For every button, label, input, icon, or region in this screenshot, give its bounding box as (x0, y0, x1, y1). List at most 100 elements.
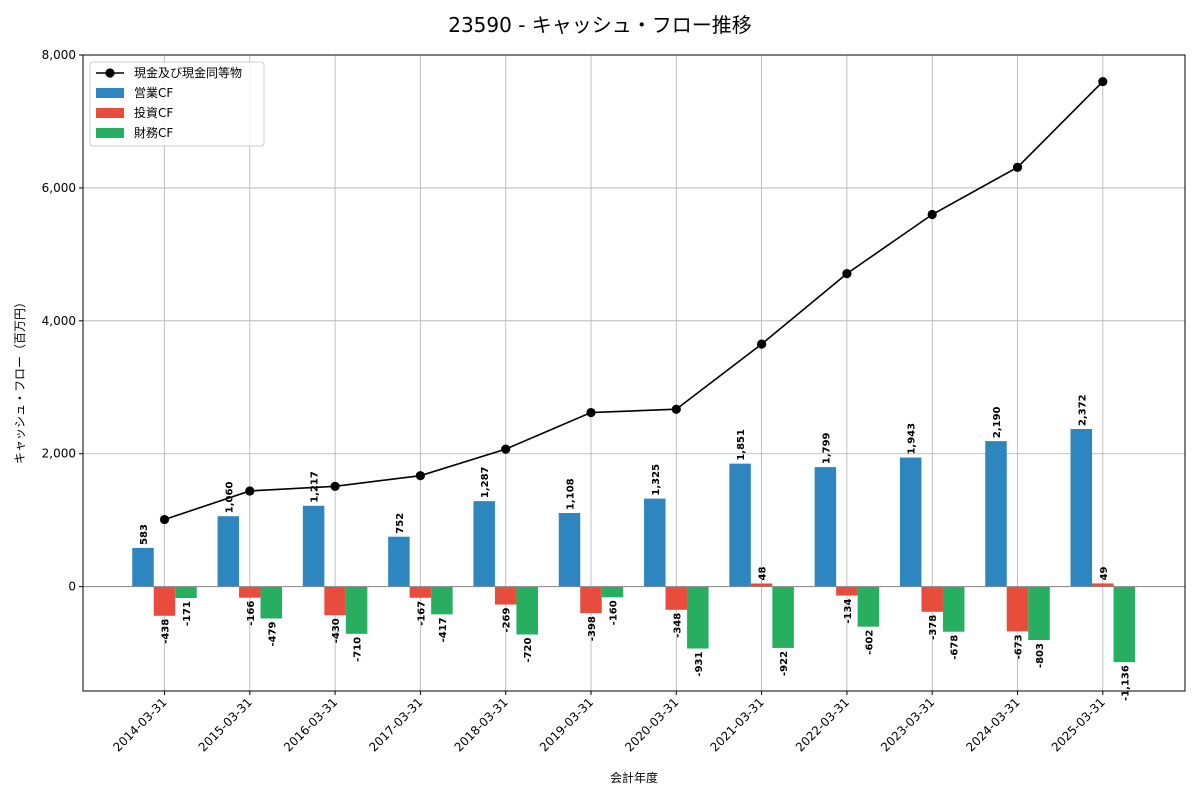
data-label: 48 (758, 567, 769, 581)
data-label: -720 (523, 637, 534, 662)
data-label: -479 (267, 621, 278, 646)
data-label: 1,217 (310, 471, 321, 503)
cash-point (586, 407, 596, 418)
data-label: 752 (395, 513, 406, 534)
y-tick-label: 6,000 (42, 181, 76, 195)
bar (644, 498, 666, 587)
bar (687, 586, 709, 649)
cash-point (245, 486, 255, 496)
legend-label: 投資CF (134, 105, 173, 120)
x-tick-label: 2020-03-31 (622, 695, 681, 754)
cash-series-line (164, 81, 1104, 521)
bar (601, 586, 624, 598)
x-tick-label: 2016-03-31 (281, 695, 340, 754)
bar (750, 583, 773, 587)
bar (431, 586, 453, 615)
data-label: 1,799 (821, 432, 832, 464)
legend-bar-swatch (96, 128, 124, 138)
data-label: 1,851 (736, 429, 747, 461)
data-label: -710 (353, 637, 364, 662)
bar (1006, 586, 1029, 632)
y-axis: 0 2,000 4,000 6,000 8,000 (42, 48, 83, 594)
data-label: 49 (1099, 566, 1110, 580)
legend-label: 現金及び現金同等物 (134, 65, 242, 80)
data-label: 583 (139, 524, 150, 545)
cash-point (671, 404, 681, 414)
bar (942, 586, 965, 632)
cash-point (1012, 162, 1023, 172)
y-tick-label: 0 (68, 580, 76, 594)
data-label: -160 (609, 600, 620, 625)
bar (302, 505, 325, 587)
data-label: -922 (779, 651, 790, 676)
cash-point (757, 339, 767, 349)
bar (239, 586, 261, 598)
data-label: -134 (843, 599, 854, 624)
bar (729, 463, 751, 587)
data-label: 2,190 (992, 406, 1003, 438)
y-tick-label: 2,000 (42, 447, 76, 461)
bar (217, 516, 240, 587)
x-tick-label: 2022-03-31 (793, 695, 852, 754)
data-label: -171 (182, 601, 193, 626)
bar (260, 586, 283, 619)
data-labels: 583 1,060 1,217 752 1,287 1,108 1,325 1,851 1,79… (139, 394, 1131, 701)
data-label: -602 (864, 630, 875, 655)
data-label: -269 (502, 608, 513, 633)
legend-marker (105, 68, 115, 78)
x-tick-label: 2017-03-31 (366, 695, 425, 754)
data-label: -678 (950, 635, 961, 660)
x-axis-label: 会計年度 (610, 770, 658, 785)
y-axis-label: キャッシュ・フロー（百万円） (13, 296, 27, 464)
x-tick-label: 2025-03-31 (1049, 695, 1108, 754)
x-tick-label: 2014-03-31 (110, 695, 169, 754)
bar (473, 501, 495, 587)
data-label: -348 (672, 613, 683, 638)
legend-label: 営業CF (134, 86, 173, 100)
data-label: -430 (331, 618, 342, 643)
cash-point (927, 209, 937, 220)
data-label: 1,108 (566, 478, 577, 510)
x-tick-label: 2023-03-31 (878, 695, 937, 754)
bar (921, 586, 943, 612)
data-label: -673 (1014, 634, 1025, 659)
data-label: 1,287 (480, 466, 491, 498)
data-label: -378 (928, 615, 939, 640)
bar (857, 586, 880, 627)
bar (494, 586, 517, 605)
bar (580, 586, 602, 614)
cash-point (842, 269, 852, 279)
y-tick-label: 8,000 (42, 48, 76, 62)
cash-point (159, 514, 170, 525)
cash-point (415, 471, 425, 481)
bar (665, 586, 688, 610)
bar (388, 536, 410, 587)
data-label: -931 (694, 651, 705, 676)
bar (345, 586, 368, 634)
bar (1092, 583, 1114, 587)
data-label: -398 (587, 616, 598, 641)
cash-point (501, 444, 511, 454)
bar (558, 513, 581, 587)
bar (132, 547, 154, 587)
data-label: 1,325 (651, 464, 662, 496)
x-tick-label: 2019-03-31 (537, 695, 596, 754)
cash-point (1098, 76, 1108, 87)
bar (175, 586, 197, 599)
data-label: 1,060 (224, 482, 235, 514)
bar (1113, 586, 1136, 663)
data-label: -417 (438, 617, 449, 642)
y-tick-label: 4,000 (42, 314, 76, 328)
chart-title: 23590 - キャッシュ・フロー推移 (448, 13, 752, 37)
data-label: -438 (161, 619, 172, 644)
x-tick-label: 2018-03-31 (452, 695, 511, 754)
bar (409, 586, 432, 598)
bar (985, 441, 1007, 587)
cash-point (330, 481, 340, 491)
bars (132, 429, 1136, 663)
data-label: -803 (1035, 643, 1046, 668)
bar (516, 586, 538, 635)
x-tick-label: 2015-03-31 (196, 695, 255, 754)
